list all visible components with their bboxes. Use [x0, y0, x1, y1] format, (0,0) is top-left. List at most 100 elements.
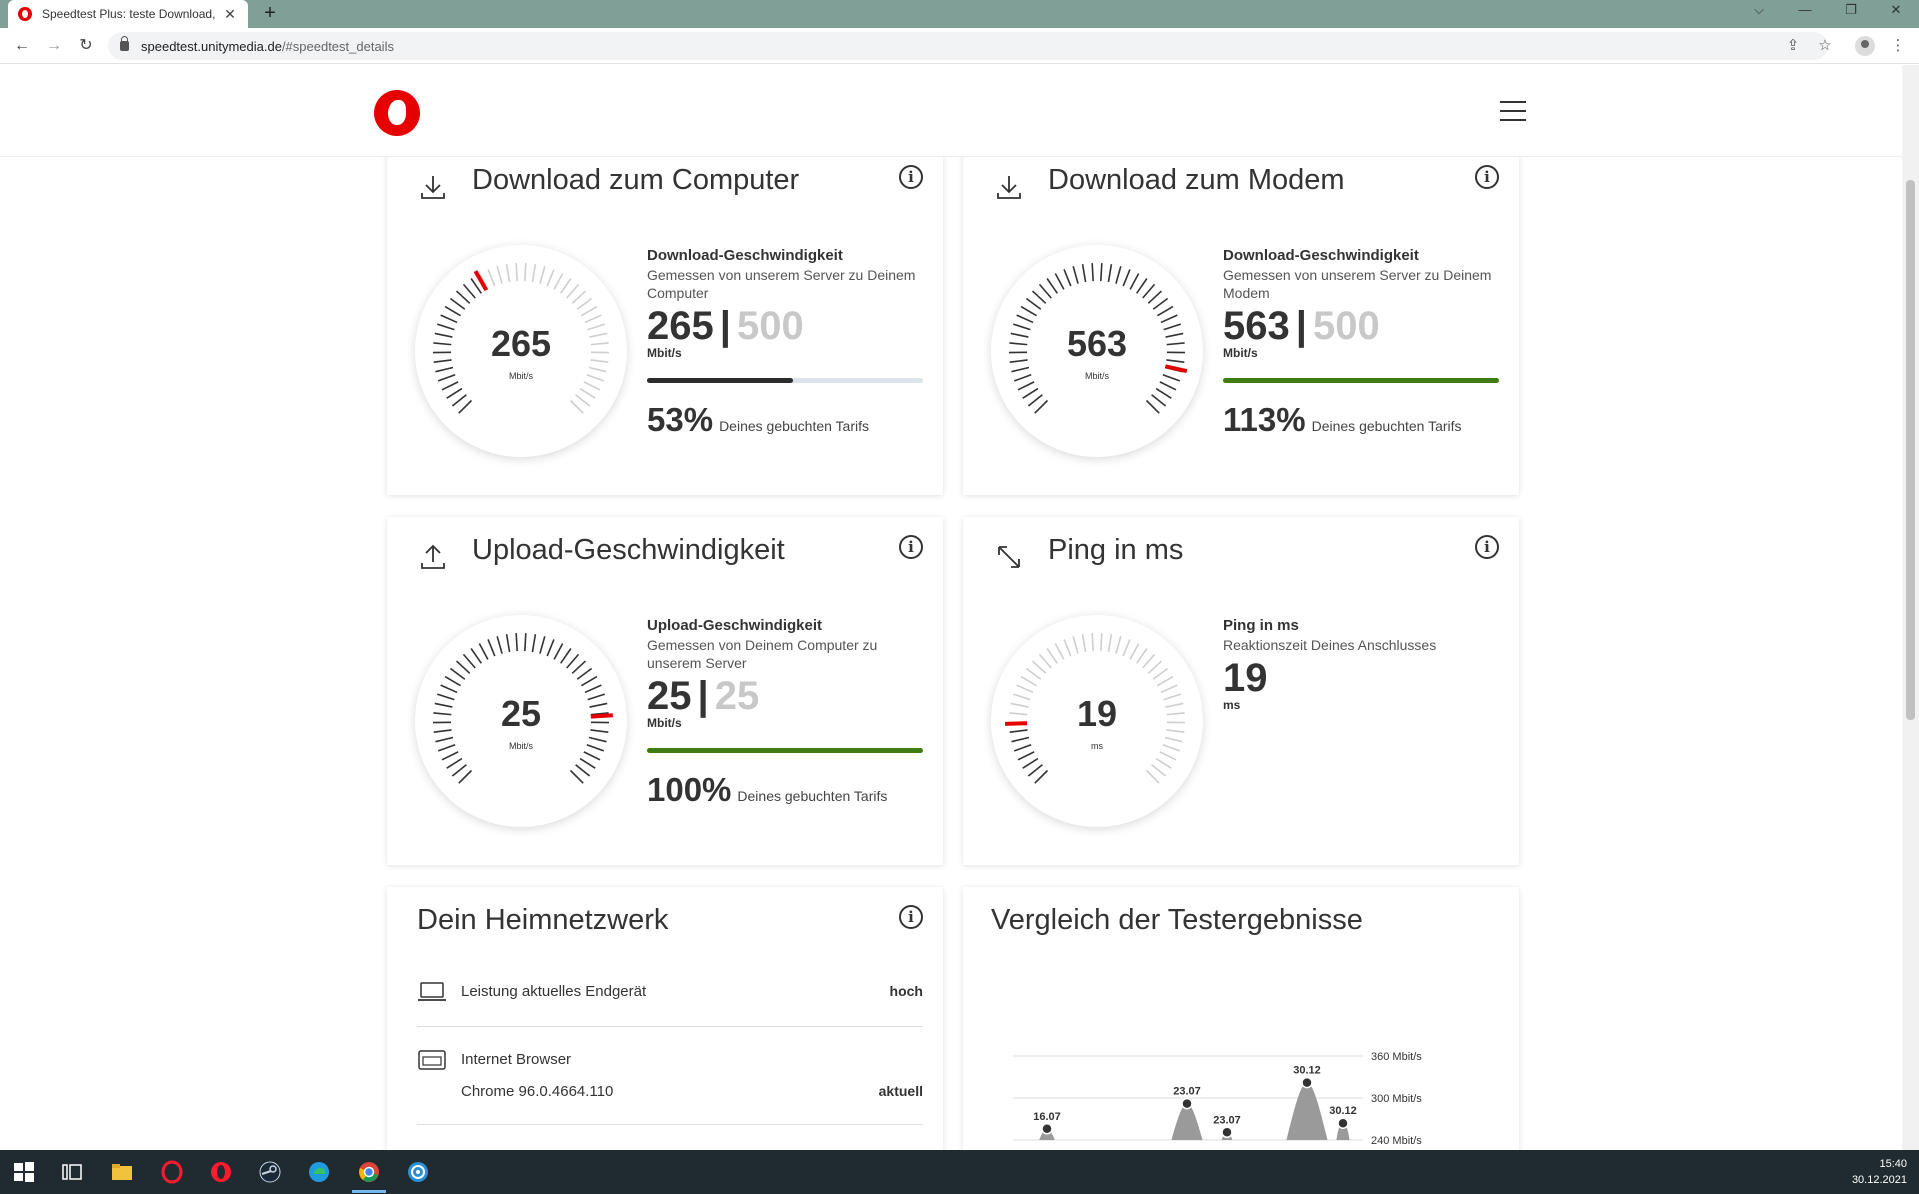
- stat-description: Reaktionszeit Deines Anschlusses: [1223, 637, 1437, 653]
- chart-point[interactable]: [1181, 1097, 1193, 1110]
- gauge-tick: [575, 394, 591, 407]
- reload-button[interactable]: ↻: [79, 37, 93, 54]
- info-icon[interactable]: i: [899, 165, 923, 189]
- system-clock[interactable]: 15:40 30.12.2021: [1852, 1156, 1907, 1188]
- gauge-tick: [1147, 660, 1163, 674]
- chart-point[interactable]: [1041, 1123, 1053, 1135]
- browser-tab[interactable]: Speedtest Plus: teste Download, ✕: [8, 0, 248, 28]
- vodafone-favicon-icon: [18, 7, 32, 21]
- ping-value: 19: [1223, 656, 1268, 700]
- task-view-icon[interactable]: [60, 1160, 84, 1184]
- address-bar[interactable]: speedtest.unitymedia.de/#speedtest_detai…: [108, 32, 1828, 60]
- browser-menu-icon[interactable]: ⋮: [1890, 37, 1906, 54]
- minimize-button[interactable]: —: [1798, 2, 1812, 17]
- gauge-value: 25: [500, 693, 542, 734]
- progress-bar: [647, 378, 923, 383]
- scrollbar-thumb[interactable]: [1906, 180, 1915, 720]
- gauge-tick: [1122, 639, 1131, 657]
- restore-button[interactable]: ❐: [1845, 2, 1857, 17]
- info-icon[interactable]: i: [1475, 165, 1499, 189]
- gauge-tick: [1162, 744, 1181, 752]
- gauge-tick: [1009, 712, 1028, 716]
- opera-gx-icon[interactable]: [209, 1160, 233, 1184]
- gauge-tick: [458, 769, 473, 784]
- stat-description: Gemessen von unserem Server zu Deinem Co…: [647, 267, 916, 301]
- gauge-tick: [462, 653, 476, 669]
- gauge-tick: [546, 269, 555, 287]
- clock-date: 30.12.2021: [1851, 1174, 1907, 1186]
- gauge-tick: [435, 366, 454, 373]
- gauge-unit: Mbit/s: [508, 741, 533, 751]
- gauge-tick: [1011, 366, 1030, 373]
- tab-search-icon[interactable]: ⌵: [1754, 2, 1764, 17]
- steam-icon[interactable]: [258, 1160, 282, 1184]
- tab-close-icon[interactable]: ✕: [224, 5, 236, 22]
- info-icon[interactable]: i: [899, 905, 923, 929]
- bookmark-star-icon[interactable]: ☆: [1818, 37, 1832, 54]
- row-sublabel: Chrome 96.0.4664.110: [461, 1083, 614, 1100]
- gauge-tick: [589, 702, 608, 708]
- new-tab-button[interactable]: +: [264, 2, 276, 24]
- gauge-needle: [473, 270, 489, 292]
- gauge-tick: [1129, 643, 1140, 660]
- download-icon: [997, 176, 1021, 199]
- laptop-icon: [418, 982, 446, 1001]
- row-label: Leistung aktuelles Endgerät: [461, 983, 647, 1000]
- gauge-tick: [566, 653, 580, 669]
- chart-point[interactable]: [1221, 1126, 1233, 1139]
- info-icon[interactable]: i: [899, 535, 923, 559]
- hamburger-menu-icon[interactable]: [1500, 101, 1526, 121]
- gauge-unit: ms: [1091, 741, 1103, 751]
- app-swirl-icon[interactable]: [406, 1160, 430, 1184]
- speed-vs-tarif: 25 | 25: [647, 674, 923, 718]
- row-label: Internet Browser: [461, 1051, 572, 1068]
- close-window-button[interactable]: ✕: [1890, 2, 1902, 17]
- chart-point[interactable]: [1337, 1117, 1349, 1129]
- opera-icon[interactable]: [160, 1160, 184, 1184]
- gauge-tick: [553, 643, 564, 660]
- gauge-tick: [487, 269, 496, 287]
- gauge-tick: [433, 712, 452, 716]
- gauge-tick: [1016, 684, 1034, 694]
- gauge-tick: [515, 633, 518, 652]
- percent-row: 100% Deines gebuchten Tarifs: [647, 771, 923, 809]
- gauge-needle: [1004, 721, 1028, 726]
- gauge-tick: [1157, 305, 1174, 317]
- gauge-tick: [1013, 374, 1032, 382]
- gauge-tick: [455, 290, 471, 304]
- back-button[interactable]: ←: [14, 37, 30, 54]
- gauge-tick: [1072, 636, 1079, 654]
- gauge-tick: [1012, 693, 1031, 701]
- y-tick-label: 300 Mbit/s: [1371, 1093, 1422, 1105]
- chart-point[interactable]: [1301, 1076, 1313, 1089]
- forward-button[interactable]: →: [46, 37, 62, 54]
- point-label: 16.07: [1033, 1111, 1061, 1123]
- percent-row: 113% Deines gebuchten Tarifs: [1223, 401, 1499, 439]
- url-path: /#speedtest_details: [281, 38, 394, 54]
- gauge-tick: [583, 751, 601, 761]
- stats-panel: Download-Geschwindigkeit Gemessen von un…: [1223, 247, 1499, 439]
- gauge-unit: Mbit/s: [1084, 371, 1109, 381]
- chrome-icon[interactable]: [357, 1160, 381, 1184]
- windows-start-icon[interactable]: [12, 1160, 36, 1184]
- gauge-tick: [1009, 729, 1028, 734]
- share-icon[interactable]: ⇪: [1786, 37, 1800, 54]
- upload-icon: [421, 544, 445, 569]
- gauge-tick: [462, 283, 476, 299]
- progress-bar: [1223, 378, 1499, 383]
- profile-avatar-icon[interactable]: [1855, 36, 1875, 56]
- edge-icon[interactable]: [307, 1160, 331, 1184]
- gauge-tick: [1162, 374, 1181, 382]
- vodafone-logo[interactable]: [374, 90, 420, 136]
- file-explorer-icon[interactable]: [110, 1160, 134, 1184]
- ping-unit: ms: [1223, 698, 1241, 712]
- gauge-value: 265: [490, 323, 552, 364]
- y-tick-label: 240 Mbit/s: [1371, 1135, 1422, 1147]
- lock-icon[interactable]: [120, 36, 129, 51]
- gauge-tick: [1017, 381, 1035, 391]
- gauge-tick: [505, 634, 511, 653]
- page-scrollbar[interactable]: [1902, 65, 1919, 1150]
- gauge-tick: [1157, 675, 1174, 687]
- ping-arrows-icon: [998, 546, 1020, 568]
- info-icon[interactable]: i: [1475, 535, 1499, 559]
